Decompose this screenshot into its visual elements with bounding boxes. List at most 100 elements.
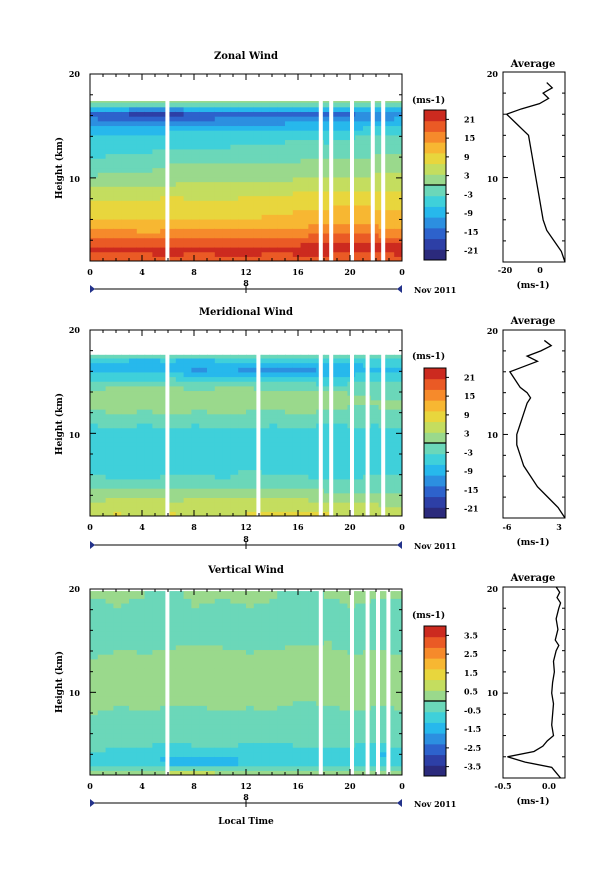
heatmap-cell [214, 125, 224, 131]
heatmap-cell [308, 621, 317, 627]
heatmap-cell [339, 668, 348, 674]
heatmap-cell [394, 700, 402, 706]
colorbar-swatch [424, 217, 446, 229]
heatmap-cell [339, 691, 348, 697]
heatmap-cell [277, 483, 286, 489]
heatmap-cell [129, 658, 138, 664]
heatmap-cell [214, 242, 224, 248]
heatmap-cell [253, 677, 263, 683]
heatmap-cell [230, 223, 239, 229]
heatmap-cell [97, 120, 107, 127]
heatmap-cell [214, 237, 224, 243]
heatmap-cell [214, 751, 224, 757]
colorbar-tick-label: -9 [464, 208, 473, 218]
heatmap-cell [378, 705, 387, 711]
heatmap-cell [136, 106, 146, 113]
heatmap-cell [238, 663, 247, 669]
heatmap-cell [152, 492, 161, 498]
heatmap-cell [90, 700, 99, 706]
heatmap-cell [253, 654, 263, 660]
heatmap-cell [230, 478, 239, 485]
heatmap-cell [113, 640, 122, 646]
heatmap-cell [246, 728, 255, 734]
heatmap-cell [90, 591, 99, 595]
heatmap-cell [214, 742, 224, 748]
heatmap-cell [113, 362, 122, 368]
heatmap-cell [144, 186, 153, 192]
heatmap-cell [324, 423, 333, 429]
heatmap-cell [277, 450, 286, 457]
heatmap-cell [230, 593, 239, 599]
heatmap-cell [261, 663, 270, 669]
heatmap-cell [129, 367, 138, 373]
heatmap-cell [152, 450, 161, 457]
heatmap-cell [90, 116, 99, 122]
heatmap-cell [175, 705, 185, 711]
heatmap-cell [339, 511, 348, 516]
heatmap-cell [238, 719, 247, 725]
heatmap-cell [324, 460, 333, 466]
heatmap-cell [285, 668, 294, 674]
heatmap-cell [222, 186, 231, 192]
heatmap-cell [97, 176, 107, 183]
heatmap-cell [324, 502, 333, 508]
heatmap-cell [129, 390, 138, 396]
heatmap-cell [230, 682, 239, 688]
heatmap-cell [90, 186, 99, 192]
heatmap-cell [175, 186, 185, 192]
heatmap-cell [339, 423, 348, 429]
heatmap-cell [191, 770, 200, 775]
heatmap-cell [277, 423, 286, 429]
heatmap-cell [105, 111, 114, 117]
heatmap-cell [253, 728, 263, 734]
heatmap-cell [355, 502, 364, 508]
heatmap-cell [285, 190, 294, 197]
heatmap-cell [160, 663, 169, 669]
heatmap-cell [222, 376, 231, 382]
heatmap-cell [121, 354, 130, 359]
heatmap-cell [331, 469, 341, 475]
heatmap-cell [222, 200, 231, 206]
heatmap-cell [121, 413, 130, 419]
heatmap-cell [175, 362, 185, 368]
heatmap-cell [97, 446, 107, 452]
heatmap-cell [199, 357, 208, 364]
heatmap-cell [355, 488, 364, 494]
heatmap-cell [129, 432, 138, 438]
heatmap-cell [285, 719, 294, 725]
heatmap-cell [144, 770, 153, 775]
heatmap-cell [292, 148, 302, 155]
heatmap-cell [90, 354, 99, 359]
heatmap-cell [386, 705, 395, 711]
heatmap-cell [129, 478, 138, 485]
heatmap-cell [113, 709, 122, 716]
heatmap-cell [160, 686, 169, 692]
heatmap-cell [121, 390, 130, 396]
heatmap-cell [113, 181, 122, 187]
heatmap-cell [331, 747, 341, 753]
heatmap-cell [238, 497, 247, 503]
heatmap-cell [160, 111, 169, 117]
heatmap-cell [175, 714, 185, 720]
heatmap-cell [339, 733, 348, 739]
heatmap-cell [285, 102, 294, 108]
heatmap-cell [230, 362, 239, 368]
heatmap-cell [253, 256, 263, 261]
heatmap-cell [308, 474, 317, 480]
heatmap-cell [144, 139, 153, 145]
heatmap-cell [370, 663, 380, 669]
heatmap-cell [246, 719, 255, 725]
heatmap-cell [331, 200, 341, 206]
heatmap-cell [394, 218, 402, 225]
heatmap-cell [136, 371, 146, 378]
heatmap-cell [183, 450, 192, 457]
heatmap-cell [246, 120, 255, 127]
heatmap-cell [253, 668, 263, 674]
heatmap-cell [121, 723, 130, 730]
heatmap-cell [386, 228, 395, 234]
heatmap-cell [277, 385, 286, 392]
heatmap-cell [292, 602, 302, 609]
heatmap-cell [121, 362, 130, 368]
heatmap-cell [300, 751, 309, 757]
heatmap-cell [144, 626, 153, 632]
